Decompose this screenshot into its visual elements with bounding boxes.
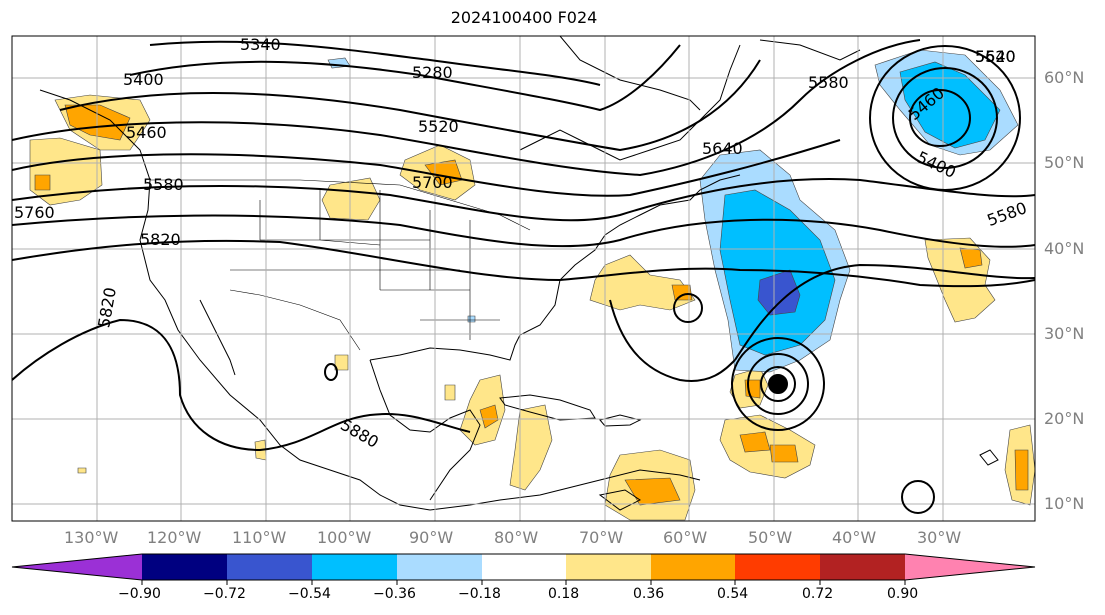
contour-label: 5700: [412, 173, 453, 192]
colorbar-tick-label: −0.54: [288, 586, 331, 602]
colorbar-bin: [482, 554, 566, 580]
colorbar-tick-label: −0.72: [203, 586, 246, 602]
contour-label: 5400: [123, 70, 164, 89]
contour-label: 5520: [418, 117, 459, 136]
colorbar-bin: [566, 554, 651, 580]
contour-label: 5760: [14, 203, 55, 222]
contour-label: 5280: [412, 63, 453, 82]
contour-label: 5640: [702, 139, 743, 158]
colorbar-extend-low: [12, 554, 142, 580]
colorbar-bin: [312, 554, 397, 580]
latitude-label: 20°N: [1044, 409, 1085, 428]
colorbar: [11, 553, 1036, 585]
negative-anomaly-shading: [327, 49, 1019, 373]
longitude-label: 130°W: [64, 528, 119, 547]
contour-label: 5520: [975, 47, 1016, 66]
colorbar-tick-label: −0.18: [458, 586, 501, 602]
colorbar-bin: [142, 554, 227, 580]
colorbar-bin: [820, 554, 905, 580]
colorbar-bin: [651, 554, 735, 580]
colorbar-tick-label: 0.54: [717, 586, 749, 602]
longitude-label: 30°W: [917, 528, 962, 547]
longitude-label: 40°W: [832, 528, 877, 547]
colorbar-tick-label: −0.36: [373, 586, 416, 602]
latitude-label: 30°N: [1044, 324, 1085, 343]
colorbar-tick-label: 0.18: [548, 586, 580, 602]
contour-label: 5580: [808, 73, 849, 92]
latitude-label: 40°N: [1044, 239, 1085, 258]
longitude-label: 90°W: [409, 528, 454, 547]
colorbar-extend-high: [905, 554, 1035, 580]
colorbar-tick-label: 0.90: [887, 586, 919, 602]
map-title: 2024100400 F024: [450, 8, 598, 27]
map-frame: [11, 35, 1036, 522]
colorbar-bin: [397, 554, 482, 580]
longitude-label: 70°W: [579, 528, 624, 547]
longitude-label: 100°W: [317, 528, 372, 547]
latitude-label: 50°N: [1044, 153, 1085, 172]
longitude-label: 80°W: [494, 528, 539, 547]
colorbar-tick-label: 0.72: [802, 586, 834, 602]
longitude-label: 60°W: [663, 528, 708, 547]
latitude-label: 60°N: [1044, 68, 1085, 87]
political-borders: [150, 179, 531, 351]
positive-anomaly-shading: [29, 94, 1035, 521]
contour-label: 5460: [126, 123, 167, 142]
colorbar-tick-label: 0.36: [633, 586, 665, 602]
contour-label: 5580: [143, 175, 184, 194]
longitude-label: 120°W: [147, 528, 202, 547]
latitude-label: 10°N: [1044, 494, 1085, 513]
contour-label: 5340: [240, 35, 281, 54]
colorbar-bin: [227, 554, 312, 580]
contour-label: 5820: [140, 230, 181, 249]
graticule: [12, 36, 1035, 521]
longitude-label: 110°W: [232, 528, 287, 547]
colorbar-bin: [735, 554, 820, 580]
colorbar-tick-label: −0.90: [118, 586, 161, 602]
contour-label: 5640: [975, 47, 1016, 66]
longitude-label: 50°W: [748, 528, 793, 547]
height-contours: [12, 39, 1035, 514]
